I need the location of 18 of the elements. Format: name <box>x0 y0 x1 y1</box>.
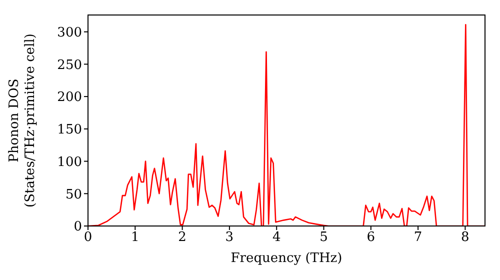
x-tick-label: 7 <box>414 230 422 246</box>
y-tick-label: 300 <box>57 25 82 40</box>
x-tick-label: 3 <box>225 230 234 246</box>
x-tick-label: 8 <box>461 230 470 246</box>
y-tick-label: 200 <box>57 90 82 106</box>
y-tick-label: 150 <box>57 122 82 138</box>
y-tick-label: 50 <box>65 187 82 202</box>
x-tick-label: 4 <box>272 230 281 246</box>
x-tick-label: 6 <box>366 230 376 246</box>
x-tick-label: 0 <box>84 230 92 246</box>
y-tick-label: 100 <box>57 154 82 170</box>
x-tick-label: 1 <box>131 230 140 246</box>
y-tick-label: 0 <box>74 220 82 235</box>
x-axis-title: Frequency (THz) <box>230 251 342 266</box>
x-tick-label: 2 <box>178 230 186 246</box>
x-tick-label: 5 <box>320 230 328 246</box>
y-axis-title: Phonon DOS (States/THz·primitive cell) <box>7 33 38 208</box>
y-tick-label: 250 <box>57 58 82 73</box>
